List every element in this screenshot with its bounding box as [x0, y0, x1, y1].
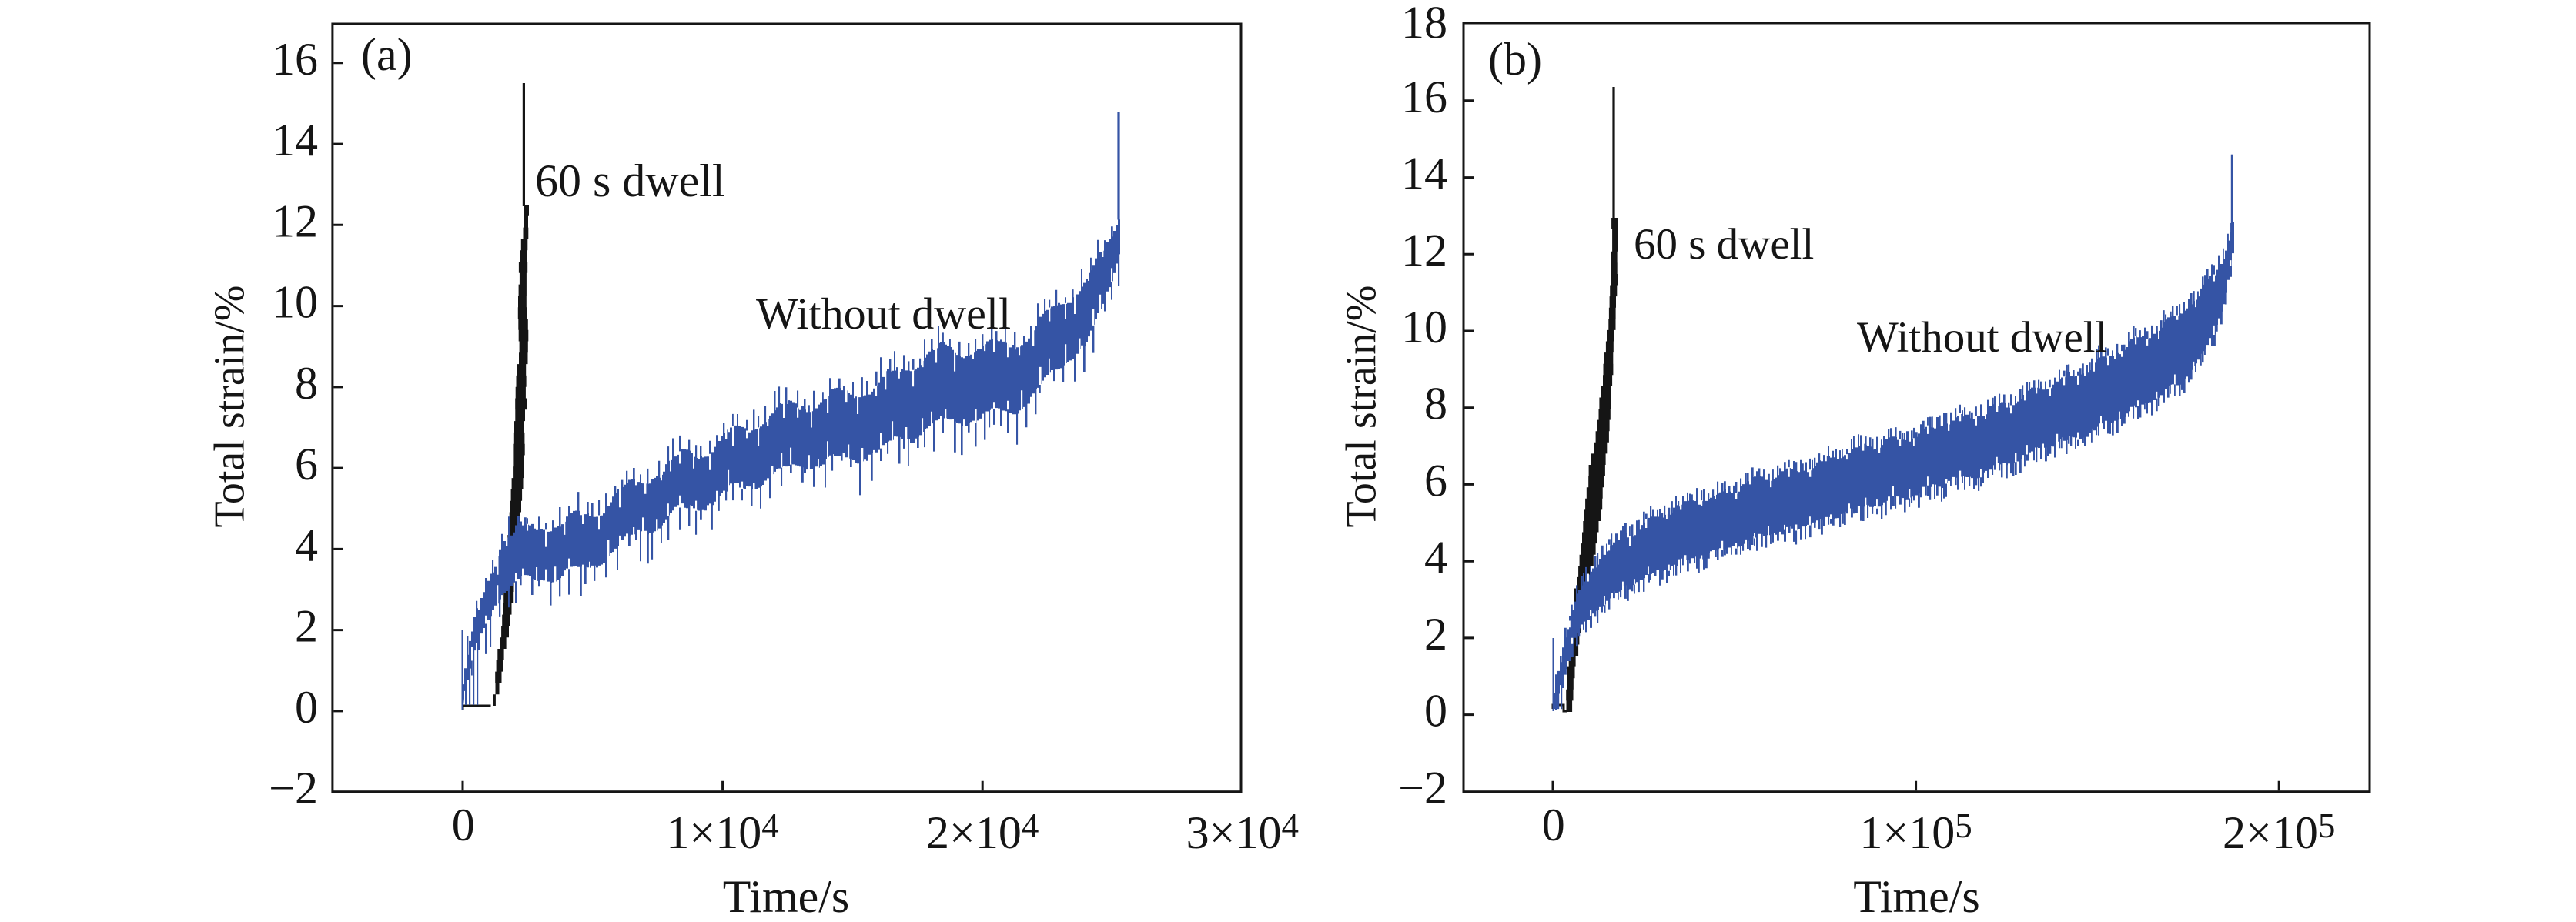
- svg-text:0: 0: [1542, 800, 1565, 850]
- svg-text:4: 4: [1424, 532, 1447, 583]
- svg-text:18: 18: [1401, 0, 1447, 48]
- svg-text:Total strain/%: Total strain/%: [1338, 286, 1386, 528]
- svg-text:10: 10: [1401, 302, 1447, 352]
- svg-text:2×104: 2×104: [926, 807, 1039, 858]
- svg-text:60 s dwell: 60 s dwell: [535, 155, 725, 206]
- svg-text:6: 6: [1424, 455, 1447, 506]
- svg-text:2×105: 2×105: [2223, 807, 2335, 858]
- svg-text:8: 8: [295, 358, 318, 409]
- svg-text:10: 10: [272, 277, 318, 328]
- svg-text:3×104: 3×104: [1186, 807, 1299, 858]
- svg-text:0: 0: [1424, 686, 1447, 737]
- svg-text:14: 14: [272, 115, 318, 165]
- svg-text:0: 0: [452, 800, 475, 850]
- svg-text:(a): (a): [361, 29, 413, 80]
- svg-text:12: 12: [272, 195, 318, 246]
- svg-text:4: 4: [295, 519, 318, 570]
- svg-text:8: 8: [1424, 379, 1447, 429]
- svg-text:16: 16: [272, 34, 318, 85]
- svg-text:Total strain/%: Total strain/%: [206, 286, 254, 528]
- svg-text:Time/s: Time/s: [723, 871, 850, 922]
- svg-text:2: 2: [1424, 609, 1447, 660]
- svg-text:−2: −2: [269, 763, 318, 813]
- svg-text:−2: −2: [1398, 762, 1447, 813]
- svg-text:1×104: 1×104: [666, 807, 778, 858]
- svg-text:Without dwell: Without dwell: [756, 289, 1011, 339]
- svg-text:12: 12: [1401, 225, 1447, 276]
- svg-text:(b): (b): [1488, 34, 1542, 85]
- svg-text:60 s dwell: 60 s dwell: [1634, 220, 1814, 269]
- svg-text:16: 16: [1401, 72, 1447, 122]
- svg-text:2: 2: [295, 601, 318, 652]
- svg-text:Time/s: Time/s: [1853, 871, 1980, 922]
- svg-text:14: 14: [1401, 149, 1447, 199]
- svg-text:Without dwell: Without dwell: [1857, 313, 2107, 362]
- svg-text:0: 0: [295, 682, 318, 733]
- svg-text:6: 6: [295, 439, 318, 489]
- svg-text:1×105: 1×105: [1859, 807, 1972, 858]
